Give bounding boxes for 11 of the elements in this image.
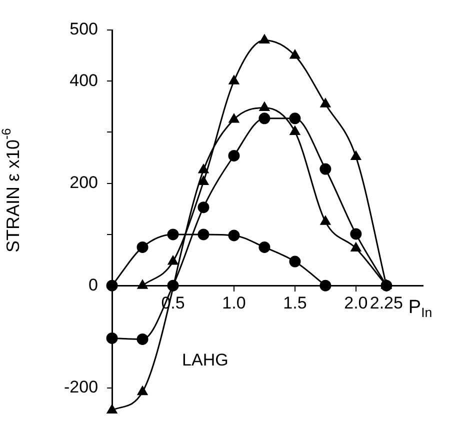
y-tick-label: 400 [70, 70, 98, 90]
y-tick-label: 500 [70, 20, 98, 39]
annotation: LAHG [182, 350, 228, 370]
y-tick-label: -200 [64, 377, 98, 396]
x-tick-label: 2.0 [344, 293, 368, 312]
x-tick-label: 1.5 [283, 293, 307, 312]
x-tick-label: 2.25 [370, 293, 403, 312]
x-tick-label: 1.0 [222, 293, 246, 312]
y-tick-label: 200 [70, 173, 98, 192]
y-axis-title: STRAIN ε x10-6 [0, 128, 23, 253]
y-tick-label: 0 [88, 275, 98, 294]
